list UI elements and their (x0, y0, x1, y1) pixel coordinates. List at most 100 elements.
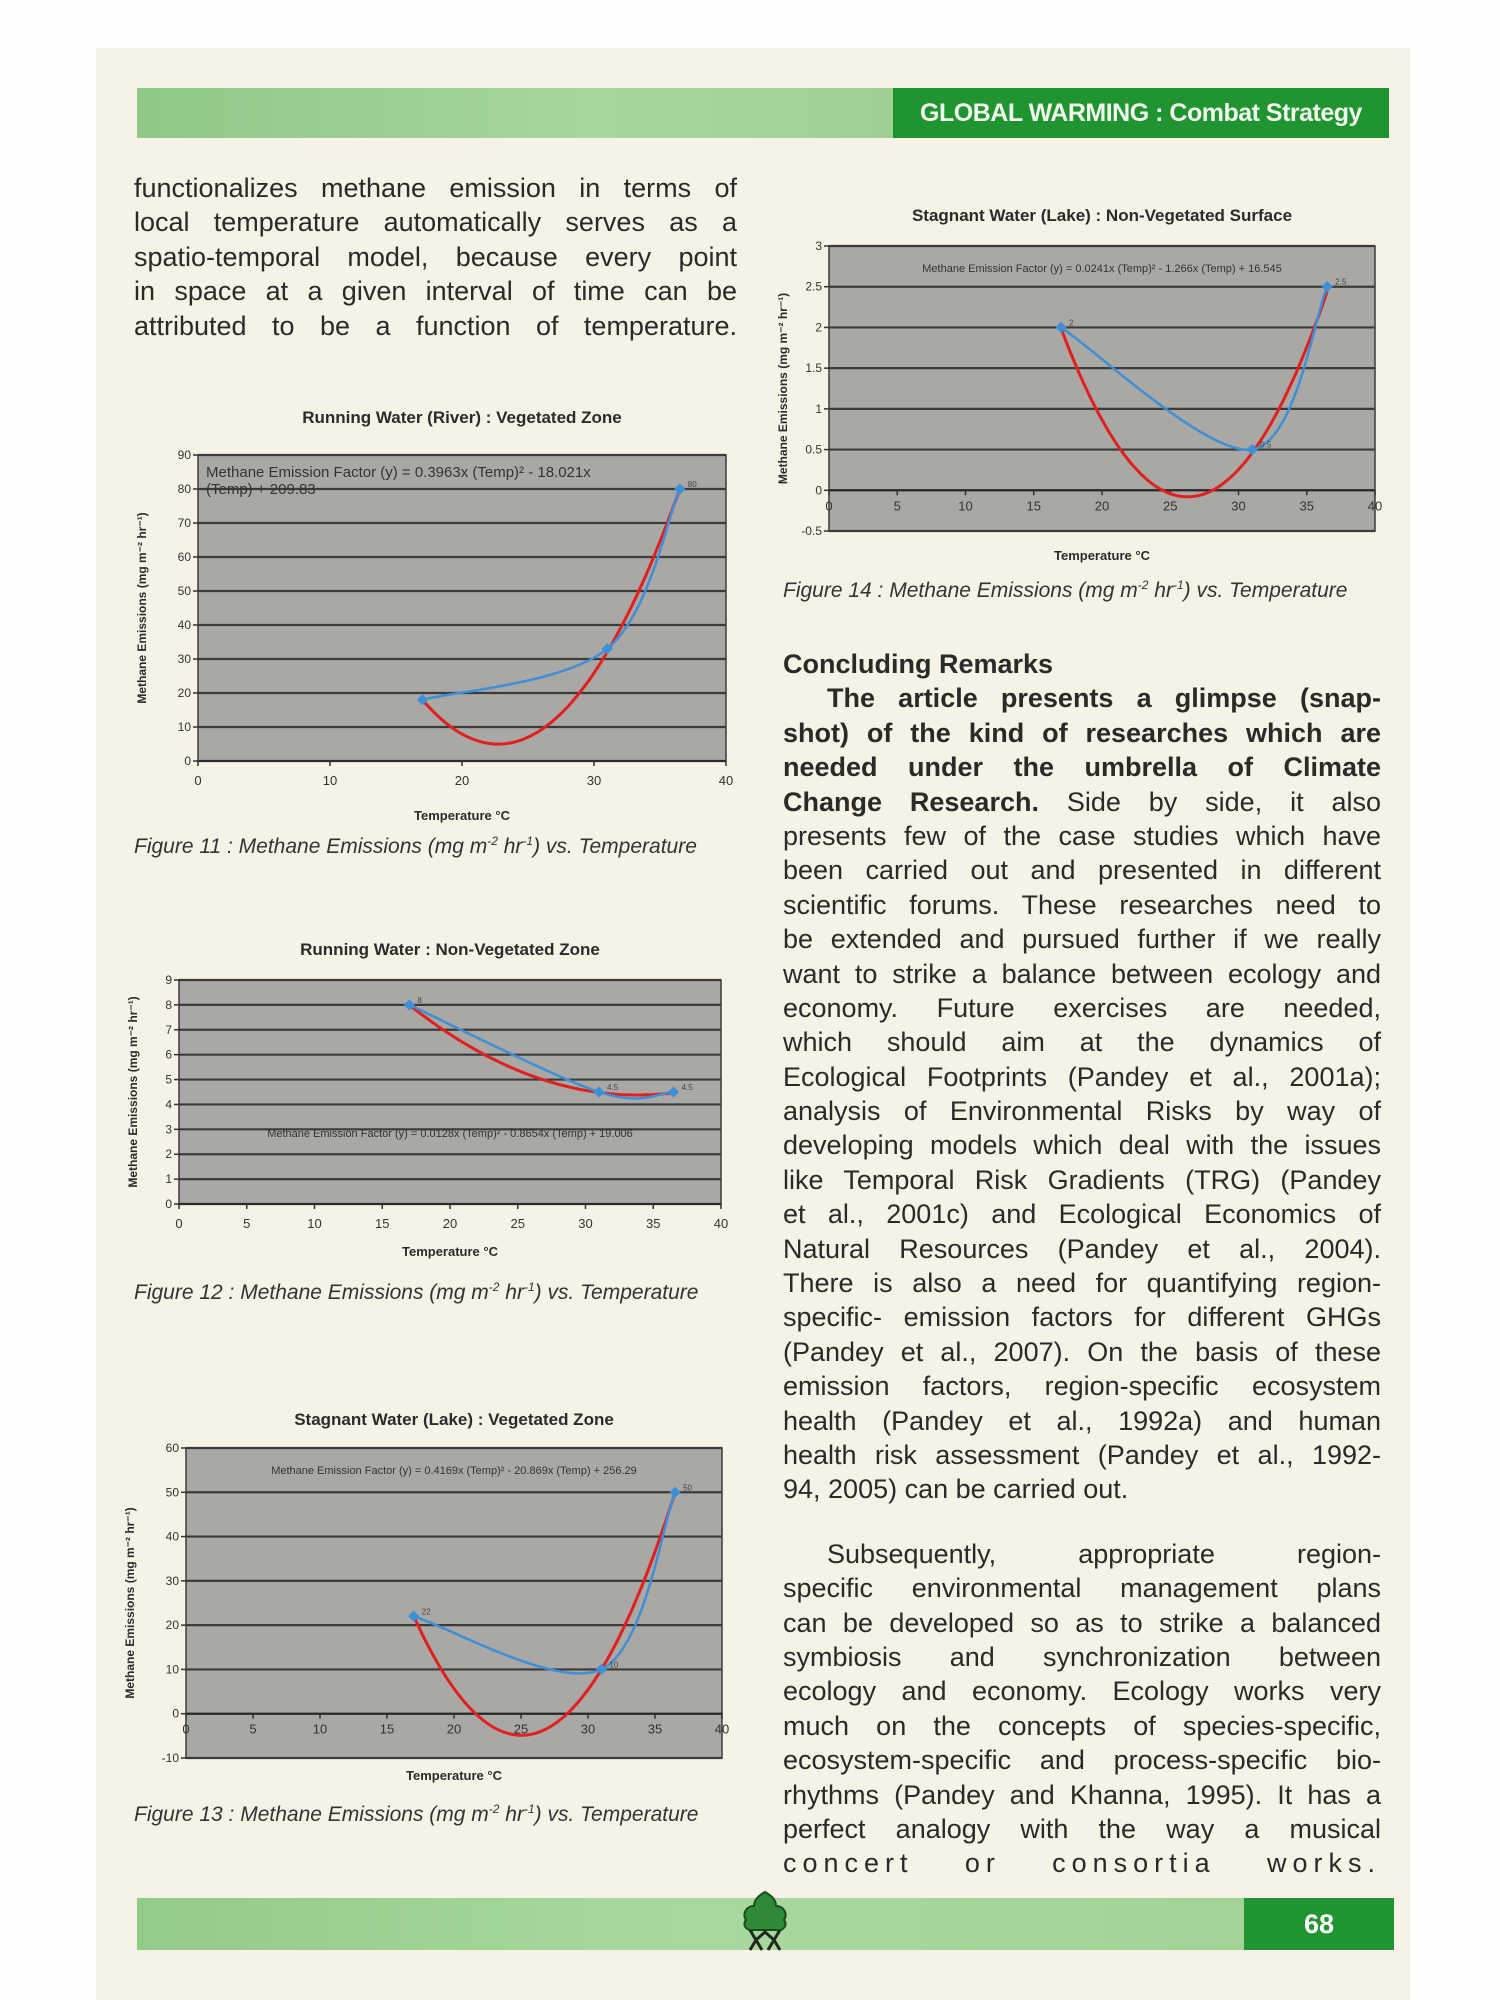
trend-equation: Methane Emission Factor (y) = 0.0241x (T… (922, 263, 1282, 275)
text-line: health risk assessment (Pandey et al., 1… (783, 1439, 1381, 1470)
y-tick-label: 40 (166, 1530, 180, 1544)
x-tick-label: 5 (894, 498, 901, 513)
text-line: scientific forums. These researches need… (783, 889, 1381, 920)
plot-area (828, 245, 1376, 532)
figure-caption: Figure 11 : Methane Emissions (mg m-2 hr… (134, 834, 697, 859)
x-tick-label: 40 (1368, 498, 1382, 513)
data-label: 8 (417, 996, 422, 1005)
text-line: want to strike a balance between ecology… (783, 958, 1381, 989)
text-line: Change Research. Side by side, it also (783, 785, 1381, 819)
text-line: 94, 2005) can be carried out. (783, 1474, 1129, 1505)
data-label: 50 (683, 1483, 692, 1492)
text-line: in space at a given interval of time can… (134, 276, 737, 307)
caption-part: -2 (1137, 578, 1149, 592)
caption-part: ) vs. Temperature (534, 1803, 699, 1826)
polynomial-trendline (1059, 290, 1329, 499)
x-tick-label: 20 (447, 1722, 461, 1737)
data-label: 80 (688, 480, 697, 489)
data-label: 10 (609, 1660, 618, 1669)
caption-part: Figure 13 : Methane Emissions (mg m (134, 1803, 489, 1826)
running-header-title: GLOBAL WARMING : Combat Strategy (893, 88, 1389, 138)
x-tick-label: 30 (581, 1722, 595, 1737)
chart-fig14: -0.500.511.522.530 5 10 15 20 25 30 35 40Methane… (776, 239, 1382, 538)
trend-equation: Methane Emission Factor (y) = 0.4169x (T… (271, 1465, 637, 1477)
chart-title: Running Water (River) : Vegetated Zone (302, 408, 622, 427)
trend-equation: (Temp) + 209.83 (206, 481, 316, 498)
x-tick-label: 0 (194, 773, 201, 788)
y-tick-label: 8 (165, 998, 172, 1012)
caption-part: hr (499, 1803, 524, 1826)
caption-part: ) vs. Temperature (534, 1281, 699, 1304)
y-tick-label: 2 (815, 320, 822, 334)
x-axis-label: Temperature °C (406, 1768, 502, 1783)
x-axis-label: Temperature °C (414, 808, 510, 823)
paragraph-gap (783, 1507, 1381, 1537)
x-tick-label: 10 (958, 498, 972, 513)
text-line: rhythms (Pandey and Khanna, 1995). It ha… (783, 1779, 1381, 1810)
y-tick-label: 40 (178, 618, 192, 632)
text-line: like Temporal Risk Gradients (TRG) (Pand… (783, 1164, 1381, 1195)
caption-part: -1 (1172, 578, 1184, 592)
y-tick-label: 80 (178, 482, 192, 496)
x-tick-label: 35 (646, 1216, 660, 1231)
right-column-text: Concluding Remarks The article presents … (783, 647, 1381, 1881)
y-axis-label: Methane Emissions (mg m⁻² hr⁻¹) (135, 512, 149, 703)
text-line: ecosystem-specific and process-specific … (783, 1745, 1381, 1776)
y-tick-label: 50 (178, 584, 192, 598)
tree-logo-icon (732, 1890, 798, 1952)
text-line: attributed to be a function of temperatu… (134, 310, 737, 341)
x-tick-label: 0 (825, 498, 832, 513)
y-tick-label: 10 (178, 720, 192, 734)
figure-caption: Figure 12 : Methane Emissions (mg m-2 hr… (134, 1280, 698, 1305)
x-tick-label: 35 (648, 1722, 662, 1737)
trend-equation: Methane Emission Factor (y) = 0.0128x (T… (267, 1128, 633, 1140)
caption-part: -2 (488, 1280, 500, 1294)
chart-fig11: 0 10 20 30 40 50 60 70 80 90 0 10 20 30 40 Methane Emis… (135, 448, 733, 788)
x-tick-label: 25 (1163, 498, 1177, 513)
y-tick-label: 9 (165, 973, 172, 987)
data-label: 4.5 (607, 1083, 619, 1092)
page-number: 68 (1244, 1898, 1394, 1950)
bold-text-line: The article presents a glimpse (snap- (827, 683, 1381, 714)
text-line: economy. Future exercises are needed, (783, 992, 1381, 1023)
text-span: Side by side, it also (1038, 786, 1381, 817)
plot-area (185, 1447, 723, 1759)
data-label: 2.5 (1335, 278, 1347, 287)
text-line: ecology and economy. Ecology works very (783, 1676, 1381, 1707)
y-axis-label: Methane Emissions (mg m⁻² hr⁻¹) (776, 293, 790, 484)
text-line: much on the concepts of species-specific… (783, 1710, 1381, 1741)
x-tick-label: 0 (182, 1722, 189, 1737)
text-line: local temperature automatically serves a… (134, 207, 737, 238)
text-line: be extended and pursued further if we re… (783, 924, 1381, 955)
caption-part: hr (1148, 579, 1173, 602)
observed-series-line (408, 1003, 674, 1100)
chart-title: Stagnant Water (Lake) : Non-Vegetated Su… (911, 206, 1293, 225)
x-tick-label: 10 (313, 1722, 327, 1737)
y-tick-label: 2 (165, 1147, 172, 1161)
figure-caption: Figure 14 : Methane Emissions (mg m-2 hr… (783, 578, 1347, 603)
plot-area (178, 979, 722, 1205)
text-line: (Pandey et al., 2007). On the basis of t… (783, 1336, 1381, 1367)
caption-part: hr (499, 1281, 524, 1304)
x-tick-label: 10 (307, 1216, 321, 1231)
x-tick-label: 15 (1027, 498, 1041, 513)
y-tick-label: 0 (165, 1197, 172, 1211)
polynomial-trendline (412, 1491, 677, 1737)
x-tick-label: 20 (455, 773, 469, 788)
text-line: specific environmental management plans (783, 1573, 1381, 1604)
x-tick-label: 15 (375, 1216, 389, 1231)
data-label: 2 (1069, 318, 1074, 327)
bold-text-line: shot) of the kind of researches which ar… (783, 717, 1381, 748)
y-tick-label: 20 (178, 686, 192, 700)
header-bar (137, 88, 893, 138)
y-tick-label: 0 (184, 754, 191, 768)
bold-text-line: needed under the umbrella of Climate (783, 752, 1381, 783)
data-point (593, 1086, 605, 1098)
y-axis-label: Methane Emissions (mg m⁻² hr⁻¹) (126, 996, 140, 1187)
text-line: et al., 2001c) and Ecological Economics … (783, 1199, 1381, 1230)
caption-part: Figure 11 : Methane Emissions (mg m (134, 835, 488, 858)
chart-fig12: 0 1 2 3 4 5 6 7 8 9 0 5 10 15 20 25 30 35 40 Methane Emissi… (126, 973, 728, 1231)
y-tick-label: 60 (166, 1441, 180, 1455)
y-tick-label: 1 (165, 1172, 172, 1186)
text-line: can be developed so as to strike a balan… (783, 1607, 1381, 1638)
